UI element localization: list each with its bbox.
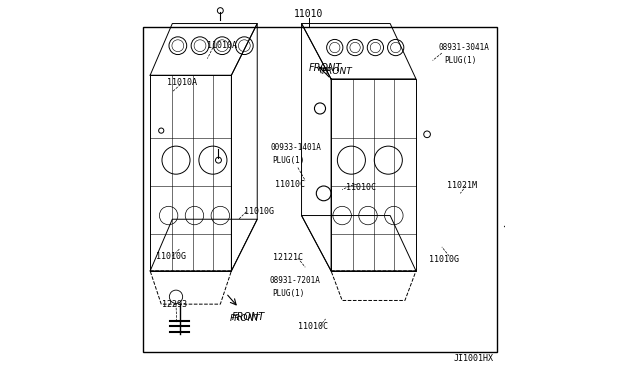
Text: 11010A: 11010A	[167, 78, 196, 87]
Text: 11021M: 11021M	[447, 182, 477, 190]
Text: 00933-1401A: 00933-1401A	[270, 143, 321, 152]
Circle shape	[216, 157, 221, 163]
Circle shape	[159, 128, 164, 133]
Text: FRONT: FRONT	[309, 63, 342, 73]
Text: PLUG(1): PLUG(1)	[273, 155, 305, 165]
Text: 11010A: 11010A	[207, 41, 237, 50]
Text: 08931-3041A: 08931-3041A	[438, 43, 489, 52]
Text: FRONT: FRONT	[230, 314, 260, 323]
Text: FRONT: FRONT	[322, 67, 353, 76]
Text: PLUG(1): PLUG(1)	[444, 56, 476, 65]
Text: 11010G: 11010G	[244, 207, 275, 217]
Text: FRONT: FRONT	[232, 312, 264, 322]
Text: 11010G: 11010G	[429, 255, 459, 264]
Text: 11010: 11010	[294, 9, 324, 19]
Text: 08931-7201A: 08931-7201A	[269, 276, 320, 285]
Text: 11010C: 11010C	[275, 180, 305, 189]
Bar	[143, 27, 497, 352]
Text: 11010C: 11010C	[298, 322, 328, 331]
Text: PLUG(1): PLUG(1)	[273, 289, 305, 298]
Text: 12121C: 12121C	[273, 253, 303, 263]
Text: JI1001HX: JI1001HX	[454, 354, 493, 363]
Circle shape	[424, 131, 430, 138]
Text: 12293: 12293	[162, 300, 187, 309]
Text: 11010G: 11010G	[156, 251, 186, 261]
Text: 11010C: 11010C	[346, 183, 376, 192]
Circle shape	[218, 8, 223, 13]
